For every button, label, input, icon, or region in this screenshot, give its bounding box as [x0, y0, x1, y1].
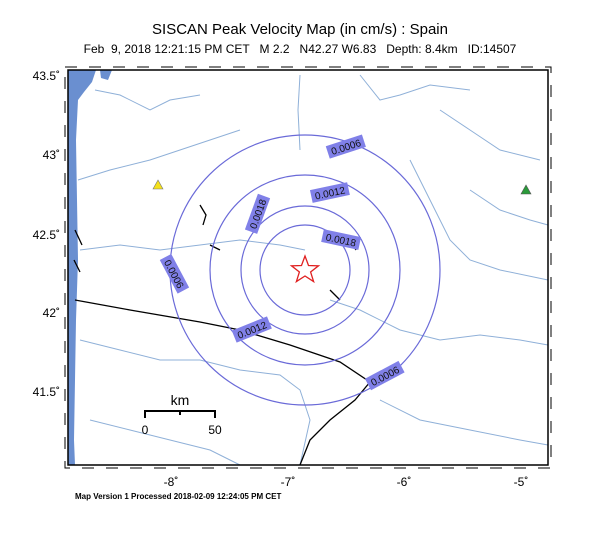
station — [152, 179, 164, 190]
subtitle: Feb 9, 2018 12:21:15 PM CET M 2.2 N42.27… — [84, 42, 517, 56]
footer: Map Version 1 Processed 2018-02-09 12:24… — [75, 492, 281, 501]
lat-label: 42.5˚ — [33, 228, 60, 242]
scale-bar: km 0 50 — [142, 392, 222, 437]
contours — [169, 134, 441, 406]
map-area: 0.00060.00120.00180.00180.00120.00060.00… — [64, 66, 552, 469]
title: SISCAN Peak Velocity Map (in cm/s) : Spa… — [152, 21, 448, 38]
border — [74, 299, 371, 466]
land — [68, 70, 548, 465]
contour — [259, 224, 351, 316]
epicenter — [289, 254, 321, 284]
sea — [68, 70, 96, 465]
contour — [209, 174, 401, 366]
lon-label: -7˚ — [281, 475, 296, 489]
scale-end: 50 — [208, 423, 222, 437]
station — [520, 184, 532, 195]
frame-ticks — [64, 66, 552, 469]
rivers — [77, 74, 549, 466]
lat-label: 43.5˚ — [33, 69, 60, 83]
lon-label: -8˚ — [164, 475, 179, 489]
lon-label: -5˚ — [514, 475, 529, 489]
sea — [100, 70, 112, 80]
lat-label: 43˚ — [43, 148, 60, 162]
lon-label: -6˚ — [397, 475, 412, 489]
scale-unit: km — [171, 392, 190, 408]
lat-label: 41.5˚ — [33, 385, 60, 399]
contour — [240, 205, 370, 335]
lat-label: 42˚ — [43, 306, 60, 320]
scale-start: 0 — [142, 423, 149, 437]
frame — [67, 69, 549, 466]
